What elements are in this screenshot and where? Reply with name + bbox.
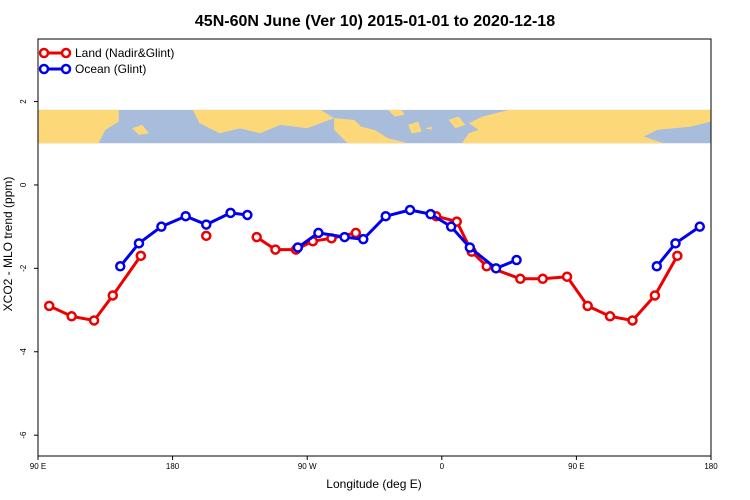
data-point [561,271,573,282]
legend-label: Land (Nadir&Glint) [75,46,174,60]
data-point [651,261,663,272]
chart-title: 45N-60N June (Ver 10) 2015-01-01 to 2020… [195,13,555,30]
y-tick-label: -2 [19,264,28,272]
data-point [43,300,55,312]
map-landmass [38,109,119,144]
data-point [464,242,476,253]
series-layer [43,204,706,326]
data-point [225,207,236,219]
map-landmass [334,118,409,144]
data-point [133,238,145,249]
map-landmass [388,109,405,117]
series-line [435,214,679,322]
data-point [582,300,593,312]
data-point [670,238,681,249]
data-point [156,221,167,232]
x-tick-label: 180 [166,462,180,471]
map-landmass [361,134,375,139]
x-axis-label: Longitude (deg E) [326,477,421,491]
data-point [350,227,362,239]
x-tick-label: 180 [704,462,718,471]
data-point [313,227,324,239]
plot-frame [37,38,712,457]
data-point [511,254,522,266]
legend-marker [38,47,50,59]
y-axis-label: XCO2 - MLO trend (ppm) [1,177,15,312]
data-point [251,231,262,243]
y-axis: 2 0 -2 -4 -6 [19,99,38,439]
legend-label: Ocean (Glint) [75,62,146,76]
data-point [672,250,683,262]
legend-marker [60,63,72,75]
y-tick-label: -4 [19,348,28,356]
legend: Land (Nadir&Glint) Ocean (Glint) [38,46,174,76]
map-band [38,109,711,144]
series-land [43,210,683,326]
map-landmass [408,121,422,134]
data-point [66,311,77,322]
data-point [135,250,147,262]
data-point [242,209,253,221]
map-landmass [448,116,466,129]
data-point [270,244,281,255]
x-tick-label: 90 E [30,462,46,471]
series-ocean [115,204,706,274]
map-landmass [192,109,335,134]
series-line [48,254,143,322]
x-tick-label: 90 E [568,462,584,471]
y-tick-label: 2 [19,99,28,104]
data-point [88,315,100,326]
map-landmass [425,126,432,130]
data-point [107,290,119,301]
data-point [604,311,616,322]
x-axis: 90 E 180 90 W 0 90 E 180 [30,456,718,471]
data-point [180,210,191,222]
data-point [649,290,661,301]
data-point [694,221,706,232]
x-tick-label: 0 [440,462,445,471]
data-point [627,315,638,326]
y-tick-label: 0 [19,182,28,187]
map-land-shapes [38,109,711,144]
data-point [404,204,416,216]
data-point [445,221,457,232]
legend-marker [38,63,50,75]
map-landmass [132,124,149,135]
map-landmass [462,109,711,144]
data-point [115,261,126,272]
data-point [380,210,391,222]
y-tick-label: -6 [19,431,28,439]
data-point [358,233,369,245]
data-point [201,230,212,242]
data-point [339,231,350,243]
x-tick-label: 90 W [298,462,317,471]
legend-marker [60,47,72,59]
data-point [292,242,304,253]
data-point [425,208,436,220]
data-point [537,273,548,285]
data-point [515,273,526,285]
data-point [201,219,212,230]
data-point [490,263,502,274]
